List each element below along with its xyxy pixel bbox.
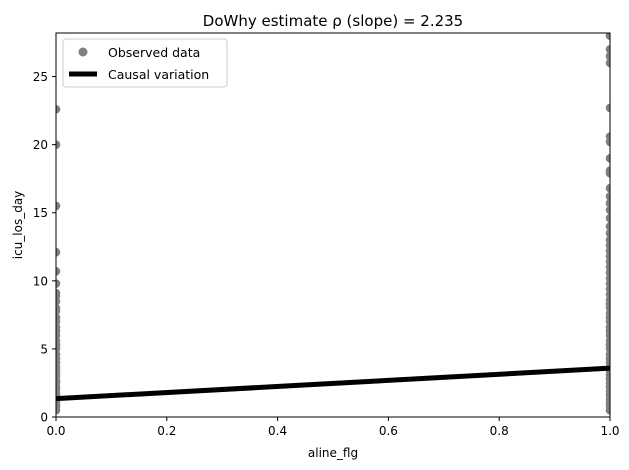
- scatter-points: [56, 33, 610, 415]
- data-point: [56, 247, 61, 257]
- x-tick-label: 0.8: [490, 424, 509, 438]
- x-tick-label: 1.0: [600, 424, 619, 438]
- causal-line-layer: [56, 365, 610, 402]
- data-point: [56, 201, 61, 211]
- x-axis-ticks: 0.0 0.2 0.4 0.6 0.8 1.0: [46, 417, 620, 438]
- data-point: [605, 183, 610, 193]
- x-tick-label: 0.4: [268, 424, 287, 438]
- data-point: [56, 313, 61, 322]
- data-point: [56, 288, 61, 298]
- data-point: [605, 205, 610, 215]
- chart-title: DoWhy estimate ρ (slope) = 2.235: [203, 12, 463, 30]
- data-point: [605, 235, 610, 245]
- data-point: [605, 213, 610, 223]
- x-tick-label: 0.6: [379, 424, 398, 438]
- x-tick-label: 0.0: [46, 424, 65, 438]
- y-tick-label: 5: [40, 342, 48, 356]
- x-tick-label: 0.2: [157, 424, 176, 438]
- legend-label-observed: Observed data: [108, 45, 200, 60]
- data-point: [605, 166, 610, 175]
- axes-frame: [55, 32, 611, 418]
- data-point: [605, 153, 610, 163]
- y-tick-label: 10: [33, 274, 48, 288]
- data-point: [605, 228, 610, 238]
- data-point: [605, 103, 610, 113]
- data-point: [605, 222, 610, 231]
- legend: Observed data Causal variation: [62, 38, 228, 88]
- y-tick-label: 20: [33, 138, 48, 152]
- legend-label-causal: Causal variation: [108, 67, 209, 82]
- y-tick-label: 0: [40, 411, 48, 425]
- data-point: [605, 132, 610, 141]
- y-axis-ticks: 0 5 10 15 20 25: [33, 70, 56, 425]
- data-point: [56, 140, 61, 149]
- data-point: [56, 303, 61, 313]
- y-tick-label: 15: [33, 206, 48, 220]
- data-point: [56, 104, 61, 114]
- y-tick-label: 25: [33, 70, 48, 84]
- data-point: [605, 51, 610, 61]
- legend-marker-observed: [78, 47, 88, 57]
- data-point: [605, 33, 610, 41]
- data-point: [605, 58, 610, 68]
- legend-frame: [62, 38, 228, 88]
- data-point: [56, 267, 61, 276]
- data-point: [605, 192, 610, 201]
- y-axis-label: icu_los_day: [11, 191, 25, 260]
- data-point: [605, 45, 610, 54]
- x-axis-label: aline_flg: [308, 446, 358, 460]
- plot-area: [56, 33, 610, 417]
- data-point: [605, 198, 610, 208]
- data-point: [56, 279, 61, 288]
- causal-variation-line: [56, 365, 610, 402]
